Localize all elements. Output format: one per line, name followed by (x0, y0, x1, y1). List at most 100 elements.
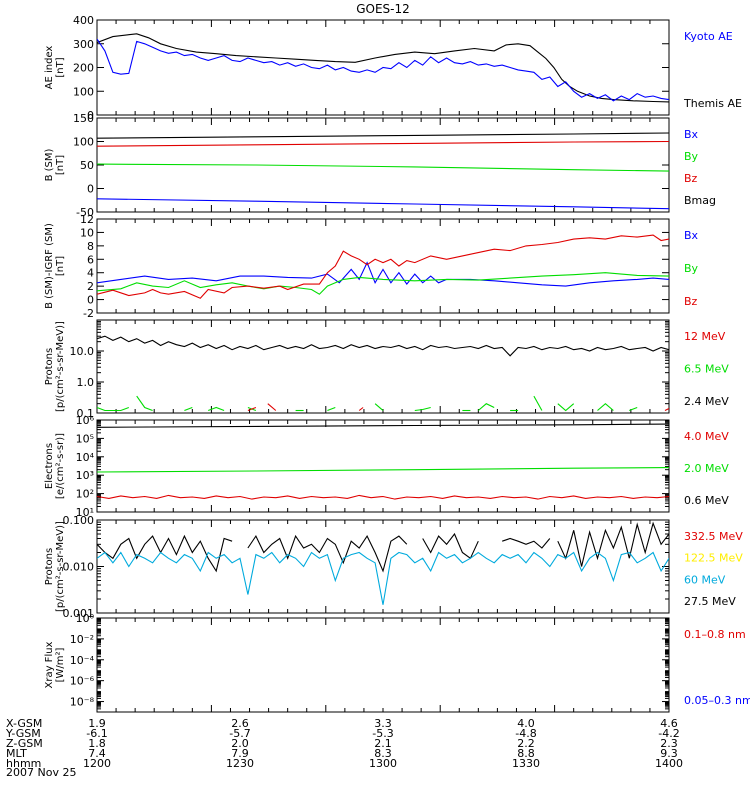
y-axis-label: Electrons (44, 443, 55, 489)
y-tick-label: 10⁶ (76, 414, 95, 427)
series-group (97, 234, 669, 299)
y-tick-label: 0.010 (63, 561, 95, 574)
footer-value: 7.9 (231, 747, 249, 760)
series-4-0-mev (97, 494, 669, 500)
series-group (97, 423, 669, 500)
legend-entry: 6.5 MeV (684, 363, 729, 376)
y-tick-label: 0.001 (63, 607, 95, 620)
y-tick-label: 10⁻² (70, 633, 94, 646)
footer-value: 1.8 (88, 737, 106, 750)
footer-value: 2.1 (374, 737, 392, 750)
y-axis-label: AE index (44, 46, 55, 90)
series-group (97, 132, 669, 210)
footer-row-label: Z-GSM (6, 737, 43, 750)
footer-value: 7.4 (88, 747, 106, 760)
series-6-5-mev (208, 406, 225, 412)
footer-value: 2.3 (660, 737, 678, 750)
y-tick-label: 1.0 (77, 376, 95, 389)
y-tick-label: 10⁰ (76, 612, 95, 625)
y-tick-label: 4 (87, 267, 94, 280)
panel-7: 10⁻⁸ 10⁻⁶ 10⁻⁴ 10⁻² 10⁰ Xray Flux [W/m²] 0.1–0.… (44, 612, 750, 713)
y-axis-label: B (SM)-IGRF (SM) (44, 223, 55, 309)
plot-title: GOES-12 (356, 2, 410, 16)
y-tick-label: 8 (87, 240, 94, 253)
panel-1: 0 100 200 300 400 AE index [nT] Kyoto AE Themis … (44, 14, 742, 122)
y-axis-label: [nT] (55, 57, 66, 77)
footer-value: -4.2 (658, 727, 679, 740)
footer-value: 1300 (369, 757, 397, 770)
y-tick-label: 200 (73, 62, 94, 75)
legend-entry: By (684, 150, 699, 163)
footer-row-label: MLT (6, 747, 27, 760)
panel-6: 0.001 0.010 0.100 Protons [p/(cm²-s-sr-MeV)]… (44, 514, 743, 620)
footer-value: 2.0 (231, 737, 249, 750)
series-12-mev (664, 408, 669, 411)
legend-entry: 332.5 MeV (684, 530, 743, 543)
panel-2: -50 0 50 100 150 B (SM) [nT] Bx By Bz Bmag (44, 112, 716, 219)
series-6-5-mev (374, 403, 384, 411)
y-tick-label: 12 (80, 213, 94, 226)
footer-value: -5.7 (229, 727, 250, 740)
y-tick-label: 6 (87, 253, 94, 266)
series-0-6-mev (97, 423, 669, 428)
panel-4: 0.1 1.0 10.0 Protons [p/(cm²-s-sr-MeV)] 12 Me… (44, 319, 729, 420)
legend-entry: Bmag (684, 194, 716, 207)
y-axis-label: Xray Flux (44, 641, 55, 688)
y-tick-label: 0 (87, 294, 94, 307)
series-by (97, 163, 669, 172)
series-6-5-mev (136, 395, 153, 412)
footer-value: 2.6 (231, 717, 249, 730)
ephemeris-footer: X-GSM 1.9 2.6 3.3 4.0 4.6 Y-GSM -6.1 -5.7 -5.3 -4.… (5, 717, 683, 770)
legend-entry: Bz (684, 295, 698, 308)
y-tick-label: 2 (87, 280, 94, 293)
legend-entry: 0.6 MeV (684, 494, 729, 507)
footer-value: 1200 (83, 757, 111, 770)
footer-value: 3.3 (374, 717, 392, 730)
y-tick-label: 10⁵ (76, 432, 94, 445)
series-6-5-mev (597, 402, 614, 411)
y-tick-label: -50 (76, 206, 94, 219)
y-tick-label: -2 (83, 307, 94, 320)
y-tick-label: 0.100 (63, 514, 95, 527)
series-12-mev (358, 407, 364, 411)
y-tick-label: 10² (76, 488, 94, 501)
footer-value: -6.1 (86, 727, 107, 740)
y-tick-label: 10¹ (76, 506, 94, 519)
footer-row-label: hhmm (6, 757, 41, 770)
y-axis-label: Protons (44, 548, 55, 585)
series-6-5-mev (533, 395, 543, 411)
series-27-5-mev (247, 534, 408, 573)
y-tick-label: 10³ (76, 469, 94, 482)
y-tick-label: 300 (73, 38, 94, 51)
legend-entry: 2.4 MeV (684, 395, 729, 408)
footer-value: 1.9 (88, 717, 106, 730)
y-axis-label: [e/(cm²-s-sr)] (55, 433, 66, 499)
y-tick-label: 150 (73, 112, 94, 125)
legend-entry: Bz (684, 172, 698, 185)
series-2-4-mev (97, 335, 669, 357)
y-tick-label: 10⁴ (76, 451, 95, 464)
y-axis-label: Protons (44, 348, 55, 385)
y-tick-label: 10⁻⁴ (70, 654, 95, 667)
panel-frame (96, 218, 670, 314)
y-tick-label: 0 (87, 109, 94, 122)
series-6-5-mev (414, 406, 431, 412)
footer-value: 2.2 (517, 737, 535, 750)
y-axis-label: B (SM) (44, 148, 55, 181)
legend-entry: Bx (684, 128, 699, 141)
series-themis-ae (97, 33, 669, 103)
legend-entry: Kyoto AE (684, 30, 733, 43)
legend-entry: By (684, 262, 699, 275)
panel-frame (96, 319, 670, 414)
series-6-5-mev (327, 406, 336, 412)
series-6-5-mev (557, 403, 575, 412)
series-27-5-mev (422, 532, 479, 560)
legend-entry: 12 MeV (684, 330, 726, 343)
legend-entry: 0.05–0.3 nm (684, 694, 750, 707)
y-axis-label: [p/(cm²-s-sr-MeV)] (55, 321, 66, 412)
y-tick-label: 10⁻⁸ (70, 696, 95, 709)
series-6-5-mev (629, 406, 638, 412)
footer-value: 4.0 (517, 717, 535, 730)
